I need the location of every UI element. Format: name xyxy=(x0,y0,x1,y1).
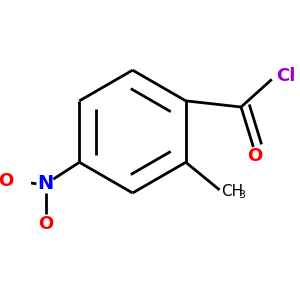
Text: O: O xyxy=(38,215,53,233)
Text: O: O xyxy=(0,172,13,190)
Text: O: O xyxy=(247,147,262,165)
Text: 3: 3 xyxy=(238,190,246,200)
Text: N: N xyxy=(38,174,54,193)
Text: Cl: Cl xyxy=(276,67,296,85)
Text: CH: CH xyxy=(221,184,243,199)
